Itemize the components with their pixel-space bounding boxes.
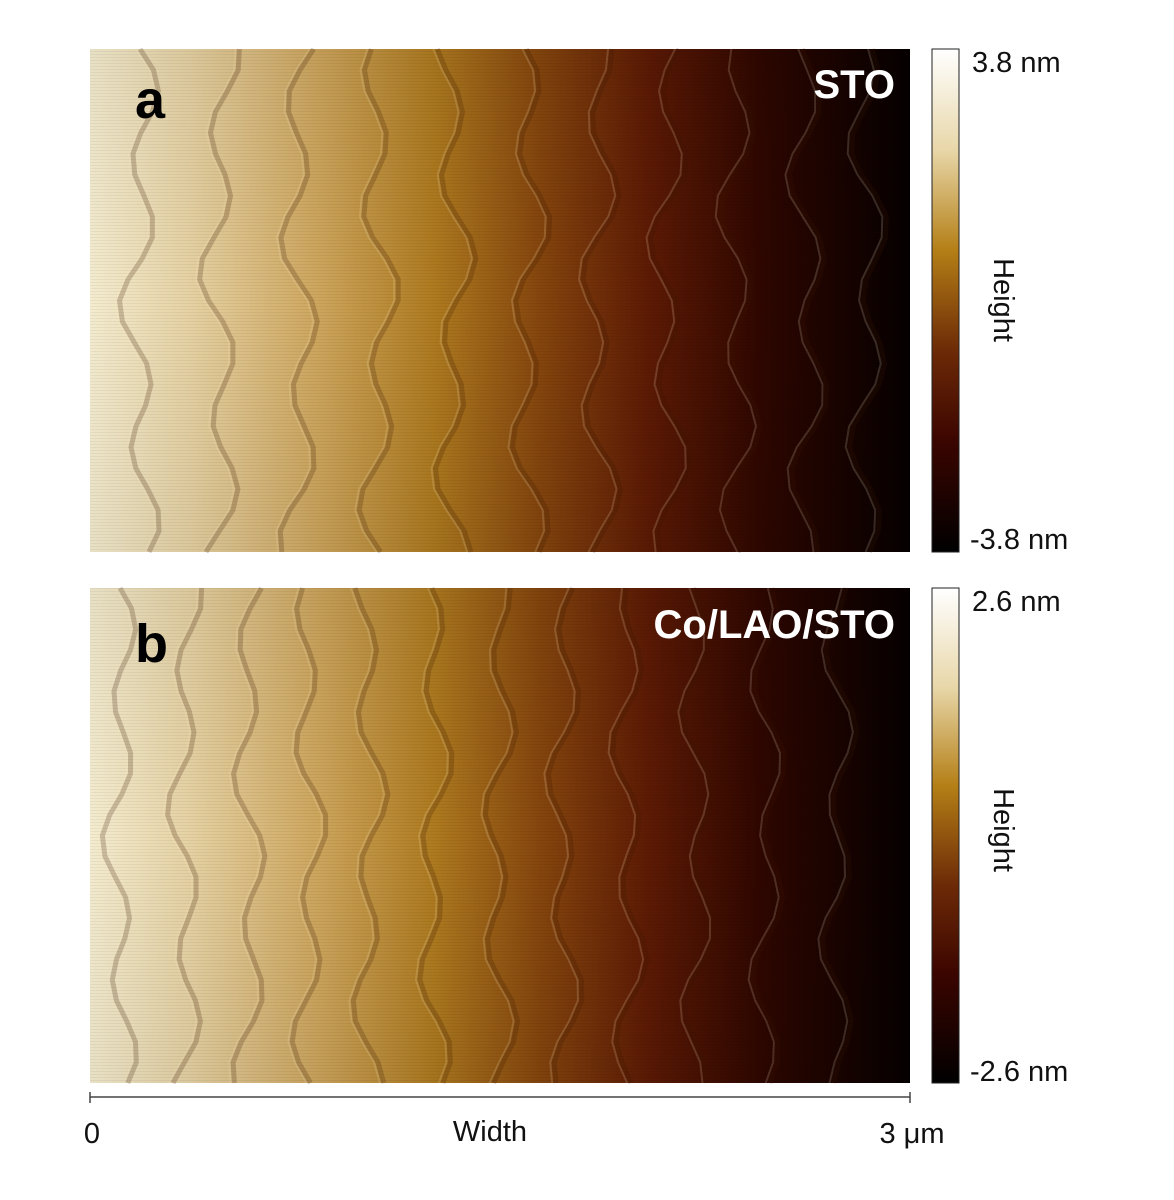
x-axis-start-label: 0: [84, 1118, 100, 1150]
colorbar-a: 3.8 nm -3.8 nm Height: [931, 47, 1068, 556]
panel-letter-b: b: [135, 614, 168, 674]
colorbar-min-label: -2.6 nm: [970, 1056, 1068, 1088]
colorbar-max-label: 3.8 nm: [972, 47, 1061, 79]
colorbar-axis-label: Height: [987, 788, 1019, 872]
afm-image-co-lao-sto: [90, 586, 910, 1085]
afm-image-sto: [90, 47, 910, 554]
panel-letter-a: a: [135, 70, 166, 130]
panel-b: b Co/LAO/STO 2.6 nm -2.6 nm Height: [90, 586, 1068, 1088]
panel-a: a STO 3.8 nm -3.8 nm Height: [90, 47, 1068, 556]
colorbar-max-label: 2.6 nm: [972, 586, 1061, 618]
x-axis-label: Width: [453, 1116, 527, 1148]
sample-label-co-lao-sto: Co/LAO/STO: [654, 603, 895, 647]
colorbar-axis-label: Height: [987, 258, 1019, 342]
colorbar-min-label: -3.8 nm: [970, 524, 1068, 556]
colorbar-b: 2.6 nm -2.6 nm Height: [931, 586, 1068, 1088]
sample-label-sto: STO: [813, 63, 895, 107]
x-axis: 0 Width 3 μm: [84, 1092, 945, 1150]
x-axis-end-label: 3 μm: [879, 1118, 944, 1150]
